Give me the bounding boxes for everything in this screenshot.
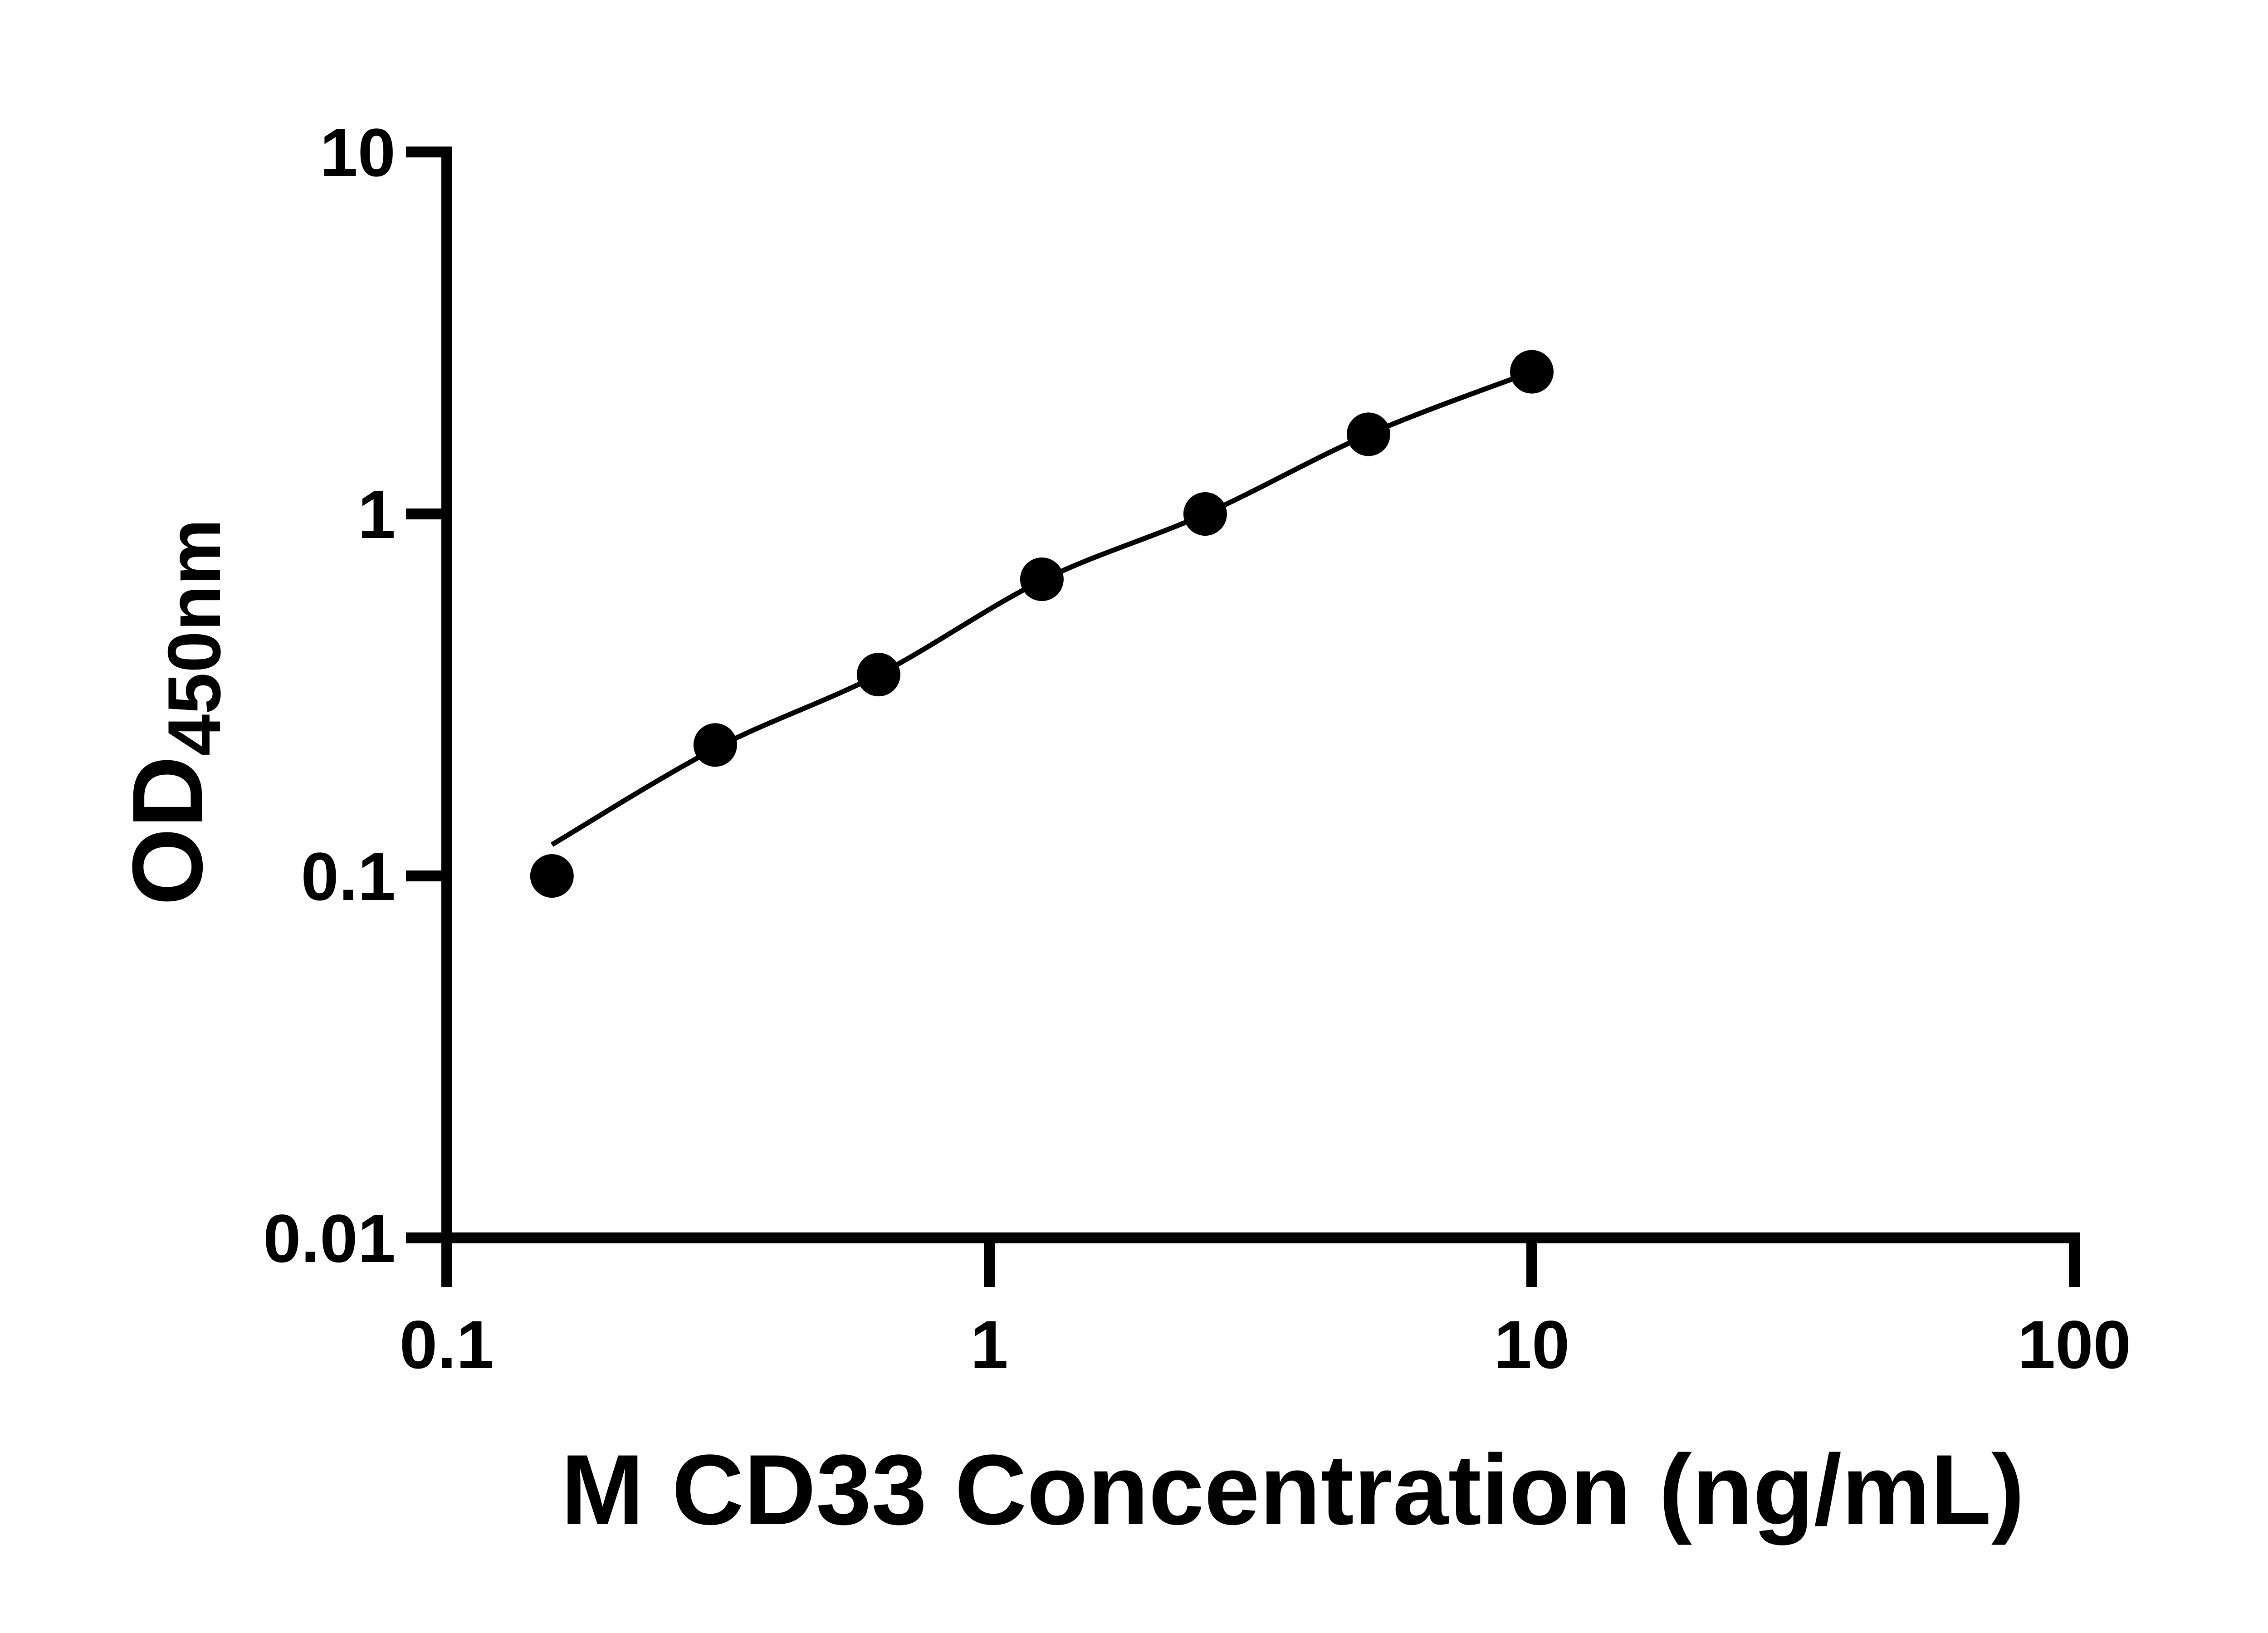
y-tick-label-2: 1 xyxy=(358,476,396,552)
x-tick-label-3: 100 xyxy=(2018,1306,2131,1383)
x-tick-label-1: 1 xyxy=(970,1306,1008,1383)
y-tick-label-3: 10 xyxy=(320,114,396,191)
y-tick-label-1: 0.1 xyxy=(301,838,396,914)
y-tick-label-0: 0.01 xyxy=(263,1200,396,1276)
y-axis-title-base: OD xyxy=(112,756,223,905)
data-points xyxy=(530,350,1554,898)
data-point-0 xyxy=(530,854,574,898)
data-point-1 xyxy=(693,723,737,767)
data-point-5 xyxy=(1347,412,1390,456)
axis-spines xyxy=(441,147,2080,1243)
axes xyxy=(406,147,2080,1287)
data-point-2 xyxy=(856,653,900,697)
data-point-4 xyxy=(1183,492,1227,536)
x-tick-label-2: 10 xyxy=(1494,1306,1570,1383)
data-point-3 xyxy=(1020,557,1064,601)
y-axis-title-subscript: 450nm xyxy=(152,519,236,756)
x-tick-label-0: 0.1 xyxy=(400,1306,494,1383)
data-point-6 xyxy=(1510,350,1554,394)
x-axis-tick-labels: 0.1 1 10 100 xyxy=(400,1306,2131,1383)
x-axis-title: M CD33 Concentration (ng/mL) xyxy=(561,1434,2025,1545)
y-axis-tick-labels: 0.01 0.1 1 10 xyxy=(263,114,396,1276)
y-axis-title: OD450nm xyxy=(112,519,236,906)
x-axis-ticks xyxy=(441,1238,2080,1287)
y-axis-ticks xyxy=(406,147,447,1243)
